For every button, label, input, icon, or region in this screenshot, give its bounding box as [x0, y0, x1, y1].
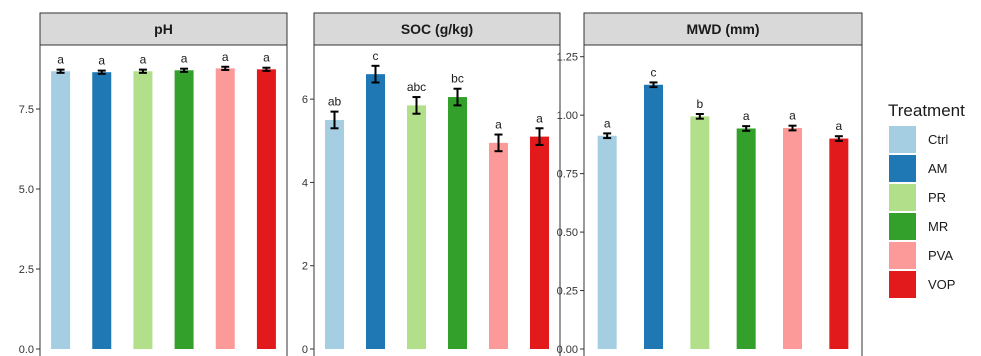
panel-1: pH 0.0 2.5 5.0 7.5 a a a a a a: [19, 12, 288, 356]
bar-vop: [829, 138, 849, 349]
y-tick-label: 2.5: [19, 264, 34, 276]
legend-label: AM: [928, 161, 948, 176]
bar-am: [644, 84, 663, 349]
bar-pva: [783, 128, 802, 349]
significance-label: ab: [328, 95, 342, 109]
error-bar: [649, 81, 658, 89]
error-bar: [788, 124, 797, 132]
significance-label: a: [263, 51, 270, 65]
panel-strip: [583, 12, 863, 46]
panel-strip: [39, 12, 288, 46]
y-tick-label: 4: [302, 177, 308, 189]
error-bar: [56, 68, 65, 74]
error-bar: [221, 65, 230, 71]
error-bar: [834, 135, 843, 142]
y-tick-label: 0.0: [19, 344, 34, 356]
legend-swatch-ctrl: [889, 126, 916, 153]
y-tick-label: 1.00: [557, 110, 578, 122]
panel-border: [39, 44, 288, 356]
significance-label: a: [98, 54, 105, 68]
legend-swatch-mr: [889, 213, 916, 240]
significance-label: a: [604, 116, 611, 130]
y-tick-label: 0.50: [557, 227, 578, 239]
error-bar: [371, 64, 380, 84]
significance-label: a: [835, 119, 842, 133]
legend-label: PR: [928, 190, 946, 205]
significance-label: c: [651, 65, 657, 79]
significance-label: a: [789, 109, 796, 123]
bar-vop: [530, 136, 549, 349]
panel-title: SOC (g/kg): [401, 21, 473, 37]
error-bar: [603, 132, 612, 140]
panel-3: MWD (mm) 0.00 0.25 0.50 0.75 1.00 1.25 a c b a a a: [557, 12, 863, 356]
panel-title: MWD (mm): [686, 21, 759, 37]
legend-label: MR: [928, 219, 948, 234]
legend-label: PVA: [928, 248, 953, 263]
y-tick-label: 5.0: [19, 184, 34, 196]
significance-label: a: [57, 53, 64, 67]
y-tick-label: 0: [302, 344, 308, 356]
y-tick-label: 1.25: [557, 52, 578, 64]
bar-ctrl: [597, 135, 617, 349]
significance-label: a: [743, 109, 750, 123]
legend-title: Treatment: [888, 101, 965, 120]
panel-title: pH: [154, 21, 173, 37]
bar-mr: [174, 70, 194, 349]
bar-am: [366, 74, 385, 349]
bar-ctrl: [51, 71, 71, 350]
panel-border: [313, 44, 561, 356]
bar-ctrl: [325, 119, 344, 350]
bar-pva: [489, 142, 508, 349]
y-tick-label: 6: [302, 94, 308, 106]
y-tick-label: 2: [302, 261, 308, 273]
error-bar: [412, 96, 421, 115]
y-tick-label: 0.25: [557, 286, 578, 298]
error-bar: [453, 87, 462, 107]
error-bar: [494, 133, 503, 153]
legend: Treatment Ctrl AM PR MR PVA VOP: [888, 101, 965, 298]
error-bar: [695, 112, 704, 120]
bar-vop: [256, 69, 276, 349]
error-bar: [330, 110, 339, 130]
error-bar: [97, 69, 106, 75]
bar-mr: [736, 128, 756, 349]
legend-label: VOP: [928, 277, 955, 292]
error-bar: [742, 125, 751, 132]
significance-label: bc: [451, 72, 464, 86]
bar-mr: [448, 97, 467, 349]
bar-pr: [133, 71, 153, 350]
bar-pr: [407, 105, 426, 349]
significance-label: a: [536, 111, 543, 125]
significance-label: a: [495, 118, 502, 132]
panel-border: [583, 44, 863, 356]
significance-label: a: [222, 50, 229, 64]
y-tick-label: 0.00: [557, 344, 578, 356]
bar-pva: [215, 68, 235, 350]
legend-swatch-vop: [889, 271, 916, 298]
error-bar: [138, 68, 147, 74]
legend-swatch-pr: [889, 184, 916, 211]
legend-swatch-am: [889, 155, 916, 182]
bar-pr: [690, 116, 710, 349]
significance-label: abc: [407, 80, 426, 94]
error-bar: [262, 66, 271, 72]
y-tick-label: 7.5: [19, 104, 34, 116]
significance-label: b: [696, 97, 703, 111]
legend-swatch-pva: [889, 242, 916, 269]
legend-label: Ctrl: [928, 132, 948, 147]
bar-am: [92, 72, 112, 349]
error-bar: [535, 127, 544, 146]
significance-label: a: [181, 52, 188, 66]
error-bar: [180, 67, 189, 73]
significance-label: a: [140, 53, 147, 67]
y-tick-label: 0.75: [557, 169, 578, 181]
significance-label: c: [373, 49, 379, 63]
